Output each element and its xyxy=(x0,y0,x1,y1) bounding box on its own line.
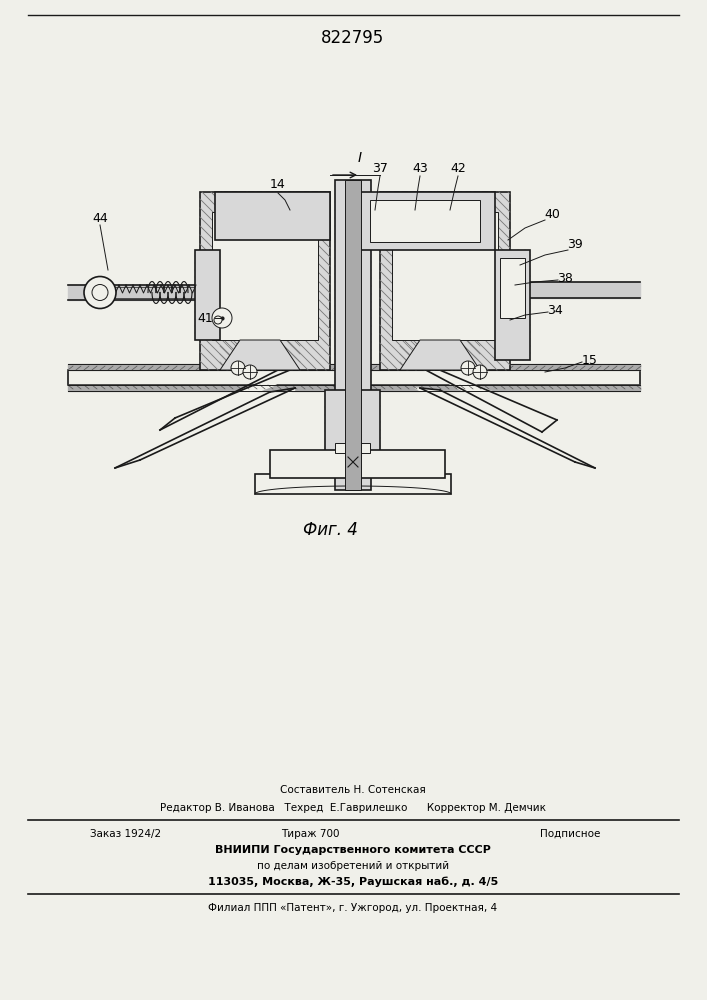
Text: 43: 43 xyxy=(412,161,428,174)
Text: 34: 34 xyxy=(547,304,563,316)
Text: 37: 37 xyxy=(372,161,388,174)
Text: 44: 44 xyxy=(92,212,108,225)
Bar xyxy=(370,200,480,242)
Text: 14: 14 xyxy=(270,178,286,192)
Text: I: I xyxy=(358,151,362,165)
Bar xyxy=(212,212,318,340)
Bar xyxy=(195,250,220,340)
Bar xyxy=(335,180,371,490)
Bar xyxy=(215,192,330,240)
Circle shape xyxy=(231,361,245,375)
Polygon shape xyxy=(420,368,555,432)
Text: 113035, Москва, Ж-35, Раушская наб., д. 4/5: 113035, Москва, Ж-35, Раушская наб., д. … xyxy=(208,877,498,887)
Bar xyxy=(270,450,445,478)
Text: 39: 39 xyxy=(567,238,583,251)
Bar xyxy=(500,258,525,318)
Circle shape xyxy=(461,361,475,375)
Text: 40: 40 xyxy=(544,209,560,222)
Text: Заказ 1924/2: Заказ 1924/2 xyxy=(90,829,161,839)
Bar xyxy=(345,180,361,490)
Polygon shape xyxy=(415,388,595,470)
Bar xyxy=(325,390,380,455)
Text: 41: 41 xyxy=(197,312,213,324)
Circle shape xyxy=(84,276,116,308)
Bar xyxy=(495,250,530,360)
Bar xyxy=(355,192,495,250)
Text: 822795: 822795 xyxy=(322,29,385,47)
Circle shape xyxy=(243,365,257,379)
Polygon shape xyxy=(110,390,295,475)
Bar xyxy=(68,370,640,385)
Text: 38: 38 xyxy=(557,271,573,284)
Bar xyxy=(392,212,498,340)
Polygon shape xyxy=(155,370,290,432)
Bar xyxy=(335,443,370,453)
Circle shape xyxy=(92,284,108,300)
Text: Филиал ППП «Патент», г. Ужгород, ул. Проектная, 4: Филиал ППП «Патент», г. Ужгород, ул. Про… xyxy=(209,903,498,913)
Polygon shape xyxy=(400,340,480,370)
Text: Тираж 700: Тираж 700 xyxy=(281,829,339,839)
Text: Составитель Н. Сотенская: Составитель Н. Сотенская xyxy=(280,785,426,795)
Text: 15: 15 xyxy=(582,354,598,366)
Polygon shape xyxy=(220,340,300,370)
Circle shape xyxy=(214,316,222,324)
Circle shape xyxy=(346,455,360,469)
Text: Редактор В. Иванова   Техред  Е.Гаврилешко      Корректор М. Демчик: Редактор В. Иванова Техред Е.Гаврилешко … xyxy=(160,803,546,813)
Text: 42: 42 xyxy=(450,161,466,174)
Text: Подписное: Подписное xyxy=(540,829,600,839)
Circle shape xyxy=(212,308,232,328)
Text: по делам изобретений и открытий: по делам изобретений и открытий xyxy=(257,861,449,871)
Bar xyxy=(380,192,510,370)
Text: ВНИИПИ Государственного комитета СССР: ВНИИПИ Государственного комитета СССР xyxy=(215,845,491,855)
Bar xyxy=(255,474,451,494)
Bar xyxy=(200,192,330,370)
Text: Фиг. 4: Фиг. 4 xyxy=(303,521,358,539)
Circle shape xyxy=(473,365,487,379)
